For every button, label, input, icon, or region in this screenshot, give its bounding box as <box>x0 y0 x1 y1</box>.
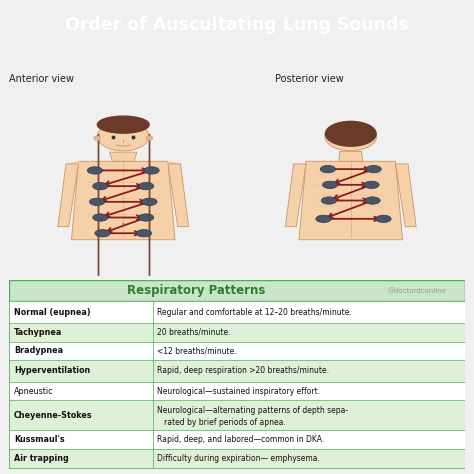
Polygon shape <box>395 164 416 227</box>
Circle shape <box>142 198 157 206</box>
Text: Kussmaul's: Kussmaul's <box>14 436 64 445</box>
Circle shape <box>87 167 102 174</box>
Circle shape <box>144 167 159 174</box>
Polygon shape <box>299 161 402 240</box>
FancyBboxPatch shape <box>9 323 465 341</box>
Circle shape <box>366 165 381 173</box>
Circle shape <box>138 182 154 190</box>
Text: Posterior view: Posterior view <box>275 73 344 83</box>
Text: rated by brief periods of apnea.: rated by brief periods of apnea. <box>164 419 286 428</box>
Text: Bradypnea: Bradypnea <box>14 346 63 356</box>
Polygon shape <box>72 161 175 240</box>
FancyBboxPatch shape <box>9 382 465 401</box>
Polygon shape <box>58 164 79 227</box>
Ellipse shape <box>325 122 377 151</box>
Text: Cheyenne-Stokes: Cheyenne-Stokes <box>14 411 92 420</box>
Circle shape <box>321 197 337 204</box>
Polygon shape <box>339 151 363 161</box>
Text: Tachypnea: Tachypnea <box>14 328 63 337</box>
Text: Air trapping: Air trapping <box>14 455 69 464</box>
Circle shape <box>137 229 152 237</box>
Ellipse shape <box>326 121 376 146</box>
Text: Neurological—alternating patterns of depth sepa-: Neurological—alternating patterns of dep… <box>157 407 348 416</box>
Text: Order of Auscultating Lung Sounds: Order of Auscultating Lung Sounds <box>65 16 409 34</box>
Polygon shape <box>109 152 137 161</box>
FancyBboxPatch shape <box>9 401 465 430</box>
Text: 20 breaths/minute.: 20 breaths/minute. <box>157 328 231 337</box>
FancyBboxPatch shape <box>9 341 465 360</box>
FancyBboxPatch shape <box>9 449 465 468</box>
Circle shape <box>376 215 391 222</box>
Text: Difficulty during expiration— emphysema.: Difficulty during expiration— emphysema. <box>157 455 320 464</box>
FancyBboxPatch shape <box>9 430 465 449</box>
FancyBboxPatch shape <box>9 280 465 301</box>
FancyBboxPatch shape <box>9 280 465 469</box>
FancyBboxPatch shape <box>9 301 465 323</box>
Text: Respiratory Patterns: Respiratory Patterns <box>127 284 265 297</box>
Text: Neurological—sustained inspiratory effort.: Neurological—sustained inspiratory effor… <box>157 386 320 395</box>
Text: Apneustic: Apneustic <box>14 386 54 395</box>
Circle shape <box>138 214 154 221</box>
Circle shape <box>316 215 331 222</box>
Text: Rapid, deep, and labored—common in DKA.: Rapid, deep, and labored—common in DKA. <box>157 436 325 445</box>
Circle shape <box>365 197 380 204</box>
Text: <12 breaths/minute.: <12 breaths/minute. <box>157 346 237 356</box>
Polygon shape <box>168 164 189 227</box>
Ellipse shape <box>97 122 149 151</box>
Ellipse shape <box>97 116 149 133</box>
FancyBboxPatch shape <box>9 360 465 382</box>
Circle shape <box>93 214 108 221</box>
Text: Hyperventilation: Hyperventilation <box>14 366 90 375</box>
Polygon shape <box>285 164 306 227</box>
Circle shape <box>93 182 108 190</box>
Text: @doctordconline: @doctordconline <box>387 287 446 294</box>
Ellipse shape <box>94 136 100 141</box>
Text: Anterior view: Anterior view <box>9 73 74 83</box>
Circle shape <box>95 229 110 237</box>
Text: Regular and comfortable at 12–20 breaths/minute.: Regular and comfortable at 12–20 breaths… <box>157 308 352 317</box>
Text: Normal (eupnea): Normal (eupnea) <box>14 308 91 317</box>
Circle shape <box>364 181 379 189</box>
Text: Rapid, deep respiration >20 breaths/minute.: Rapid, deep respiration >20 breaths/minu… <box>157 366 329 375</box>
Circle shape <box>320 165 336 173</box>
Circle shape <box>322 181 337 189</box>
Ellipse shape <box>146 136 153 141</box>
Circle shape <box>90 198 105 206</box>
